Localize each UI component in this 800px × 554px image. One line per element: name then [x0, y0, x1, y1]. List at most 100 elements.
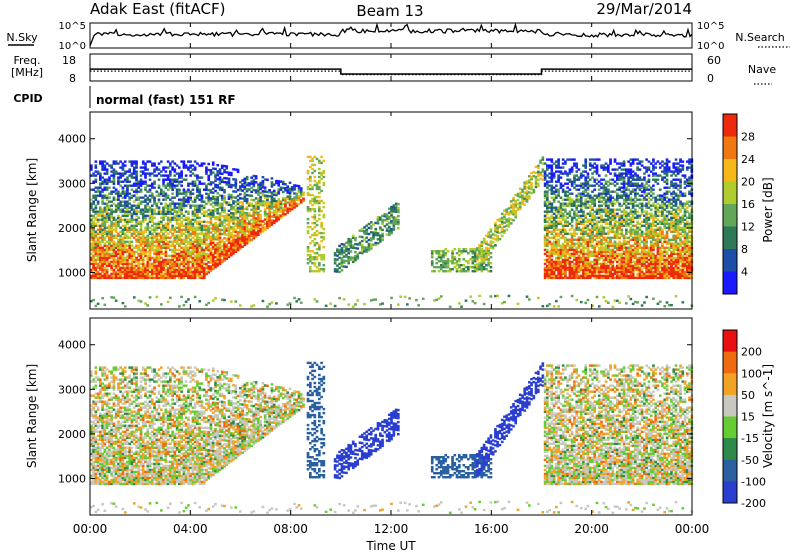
- scatter-cell: [288, 195, 292, 199]
- scatter-cell: [503, 231, 506, 235]
- scatter-cell: [311, 256, 314, 259]
- scatter-cell: [263, 214, 267, 217]
- scatter-cell: [148, 206, 152, 209]
- scatter-cell: [555, 246, 558, 250]
- scatter-cell: [595, 230, 599, 234]
- scatter-cell: [261, 184, 265, 187]
- scatter-cell: [189, 232, 192, 236]
- scatter-cell: [205, 170, 208, 173]
- scatter-cell: [555, 184, 558, 187]
- scatter-cell: [602, 198, 606, 201]
- scatter-cell: [318, 264, 321, 267]
- scatter-cell: [137, 272, 141, 276]
- scatter-cell: [561, 204, 565, 207]
- scatter-cell: [471, 250, 475, 253]
- scatter-cell: [117, 182, 120, 185]
- scatter-cell: [591, 260, 594, 264]
- scatter-cell: [182, 200, 186, 203]
- scatter-cell: [114, 190, 118, 193]
- scatter-cell: [575, 196, 579, 199]
- scatter-cell: [564, 214, 567, 218]
- scatter-cell: [586, 272, 590, 276]
- scatter-cell: [347, 244, 351, 247]
- scatter-cell: [187, 268, 190, 272]
- scatter-cell: [518, 201, 522, 205]
- scatter-cell: [473, 260, 477, 263]
- scatter-cell: [333, 260, 337, 263]
- scatter-cell: [584, 204, 588, 207]
- scatter-cell: [169, 178, 172, 181]
- scatter-cell: [182, 192, 186, 195]
- scatter-cell: [573, 230, 576, 234]
- scatter-cell: [225, 237, 229, 240]
- scatter-cell: [209, 215, 213, 218]
- scatter-cell: [584, 206, 588, 209]
- scatter-cell: [96, 264, 100, 268]
- scatter-cell: [184, 258, 188, 262]
- scatter-cell: [182, 206, 186, 209]
- scatter-cell: [257, 219, 260, 222]
- scatter-cell: [171, 224, 174, 228]
- scatter-cell: [584, 268, 588, 272]
- scatter-cell: [245, 181, 249, 185]
- scatter-cell: [236, 206, 240, 210]
- scatter-cell: [146, 270, 150, 274]
- scatter-cell: [119, 172, 122, 175]
- scatter-cell: [478, 246, 481, 249]
- scatter-cell: [521, 190, 524, 193]
- scatter-cell: [557, 216, 560, 220]
- scatter-cell: [297, 198, 301, 202]
- scatter-cell: [117, 232, 120, 236]
- scatter-cell: [284, 205, 287, 208]
- scatter-cell: [394, 204, 398, 208]
- scatter-cell: [193, 276, 197, 280]
- scatter-cell: [223, 201, 226, 204]
- scatter-cell: [245, 206, 249, 209]
- scatter-cell: [584, 258, 588, 262]
- scatter-cell: [573, 244, 576, 248]
- scatter-cell: [155, 264, 159, 268]
- scatter-cell: [184, 240, 188, 244]
- scatter-cell: [218, 222, 222, 225]
- scatter-cell: [166, 226, 170, 230]
- scatter-cell: [99, 228, 102, 232]
- scatter-cell: [130, 270, 134, 274]
- scatter-cell: [241, 185, 244, 188]
- scatter-cell: [541, 305, 545, 308]
- scatter-cell: [345, 249, 348, 253]
- scatter-cell: [114, 252, 118, 256]
- scatter-cell: [110, 170, 113, 173]
- scatter-cell: [117, 202, 120, 205]
- scatter-cell: [437, 260, 441, 263]
- scatter-cell: [281, 190, 285, 194]
- scatter-cell: [189, 268, 192, 272]
- scatter-cell: [216, 170, 220, 173]
- scatter-cell: [148, 248, 152, 252]
- scatter-cell: [184, 252, 188, 256]
- scatter-cell: [108, 244, 111, 248]
- scatter-cell: [252, 227, 256, 230]
- scatter-cell: [227, 177, 231, 180]
- scatter-cell: [182, 270, 186, 274]
- scatter-cell: [286, 185, 290, 188]
- scatter-cell: [198, 238, 202, 242]
- scatter-cell: [374, 227, 378, 231]
- scatter-cell: [437, 254, 441, 257]
- scatter-cell: [480, 262, 484, 266]
- scatter-cell: [476, 267, 479, 270]
- scatter-cell: [211, 191, 215, 194]
- scatter-cell: [597, 188, 601, 191]
- scatter-cell: [604, 220, 608, 224]
- scatter-cell: [309, 225, 312, 229]
- scatter-cell: [254, 201, 258, 204]
- scatter-cell: [548, 236, 551, 240]
- scatter-cell: [597, 236, 601, 240]
- scatter-cell: [198, 246, 202, 250]
- scatter-cell: [205, 272, 208, 276]
- scatter-cell: [173, 250, 177, 254]
- scatter-cell: [561, 266, 565, 270]
- scatter-cell: [198, 270, 202, 274]
- scatter-cell: [487, 247, 490, 250]
- scatter-cell: [230, 211, 233, 215]
- scatter-cell: [600, 220, 603, 224]
